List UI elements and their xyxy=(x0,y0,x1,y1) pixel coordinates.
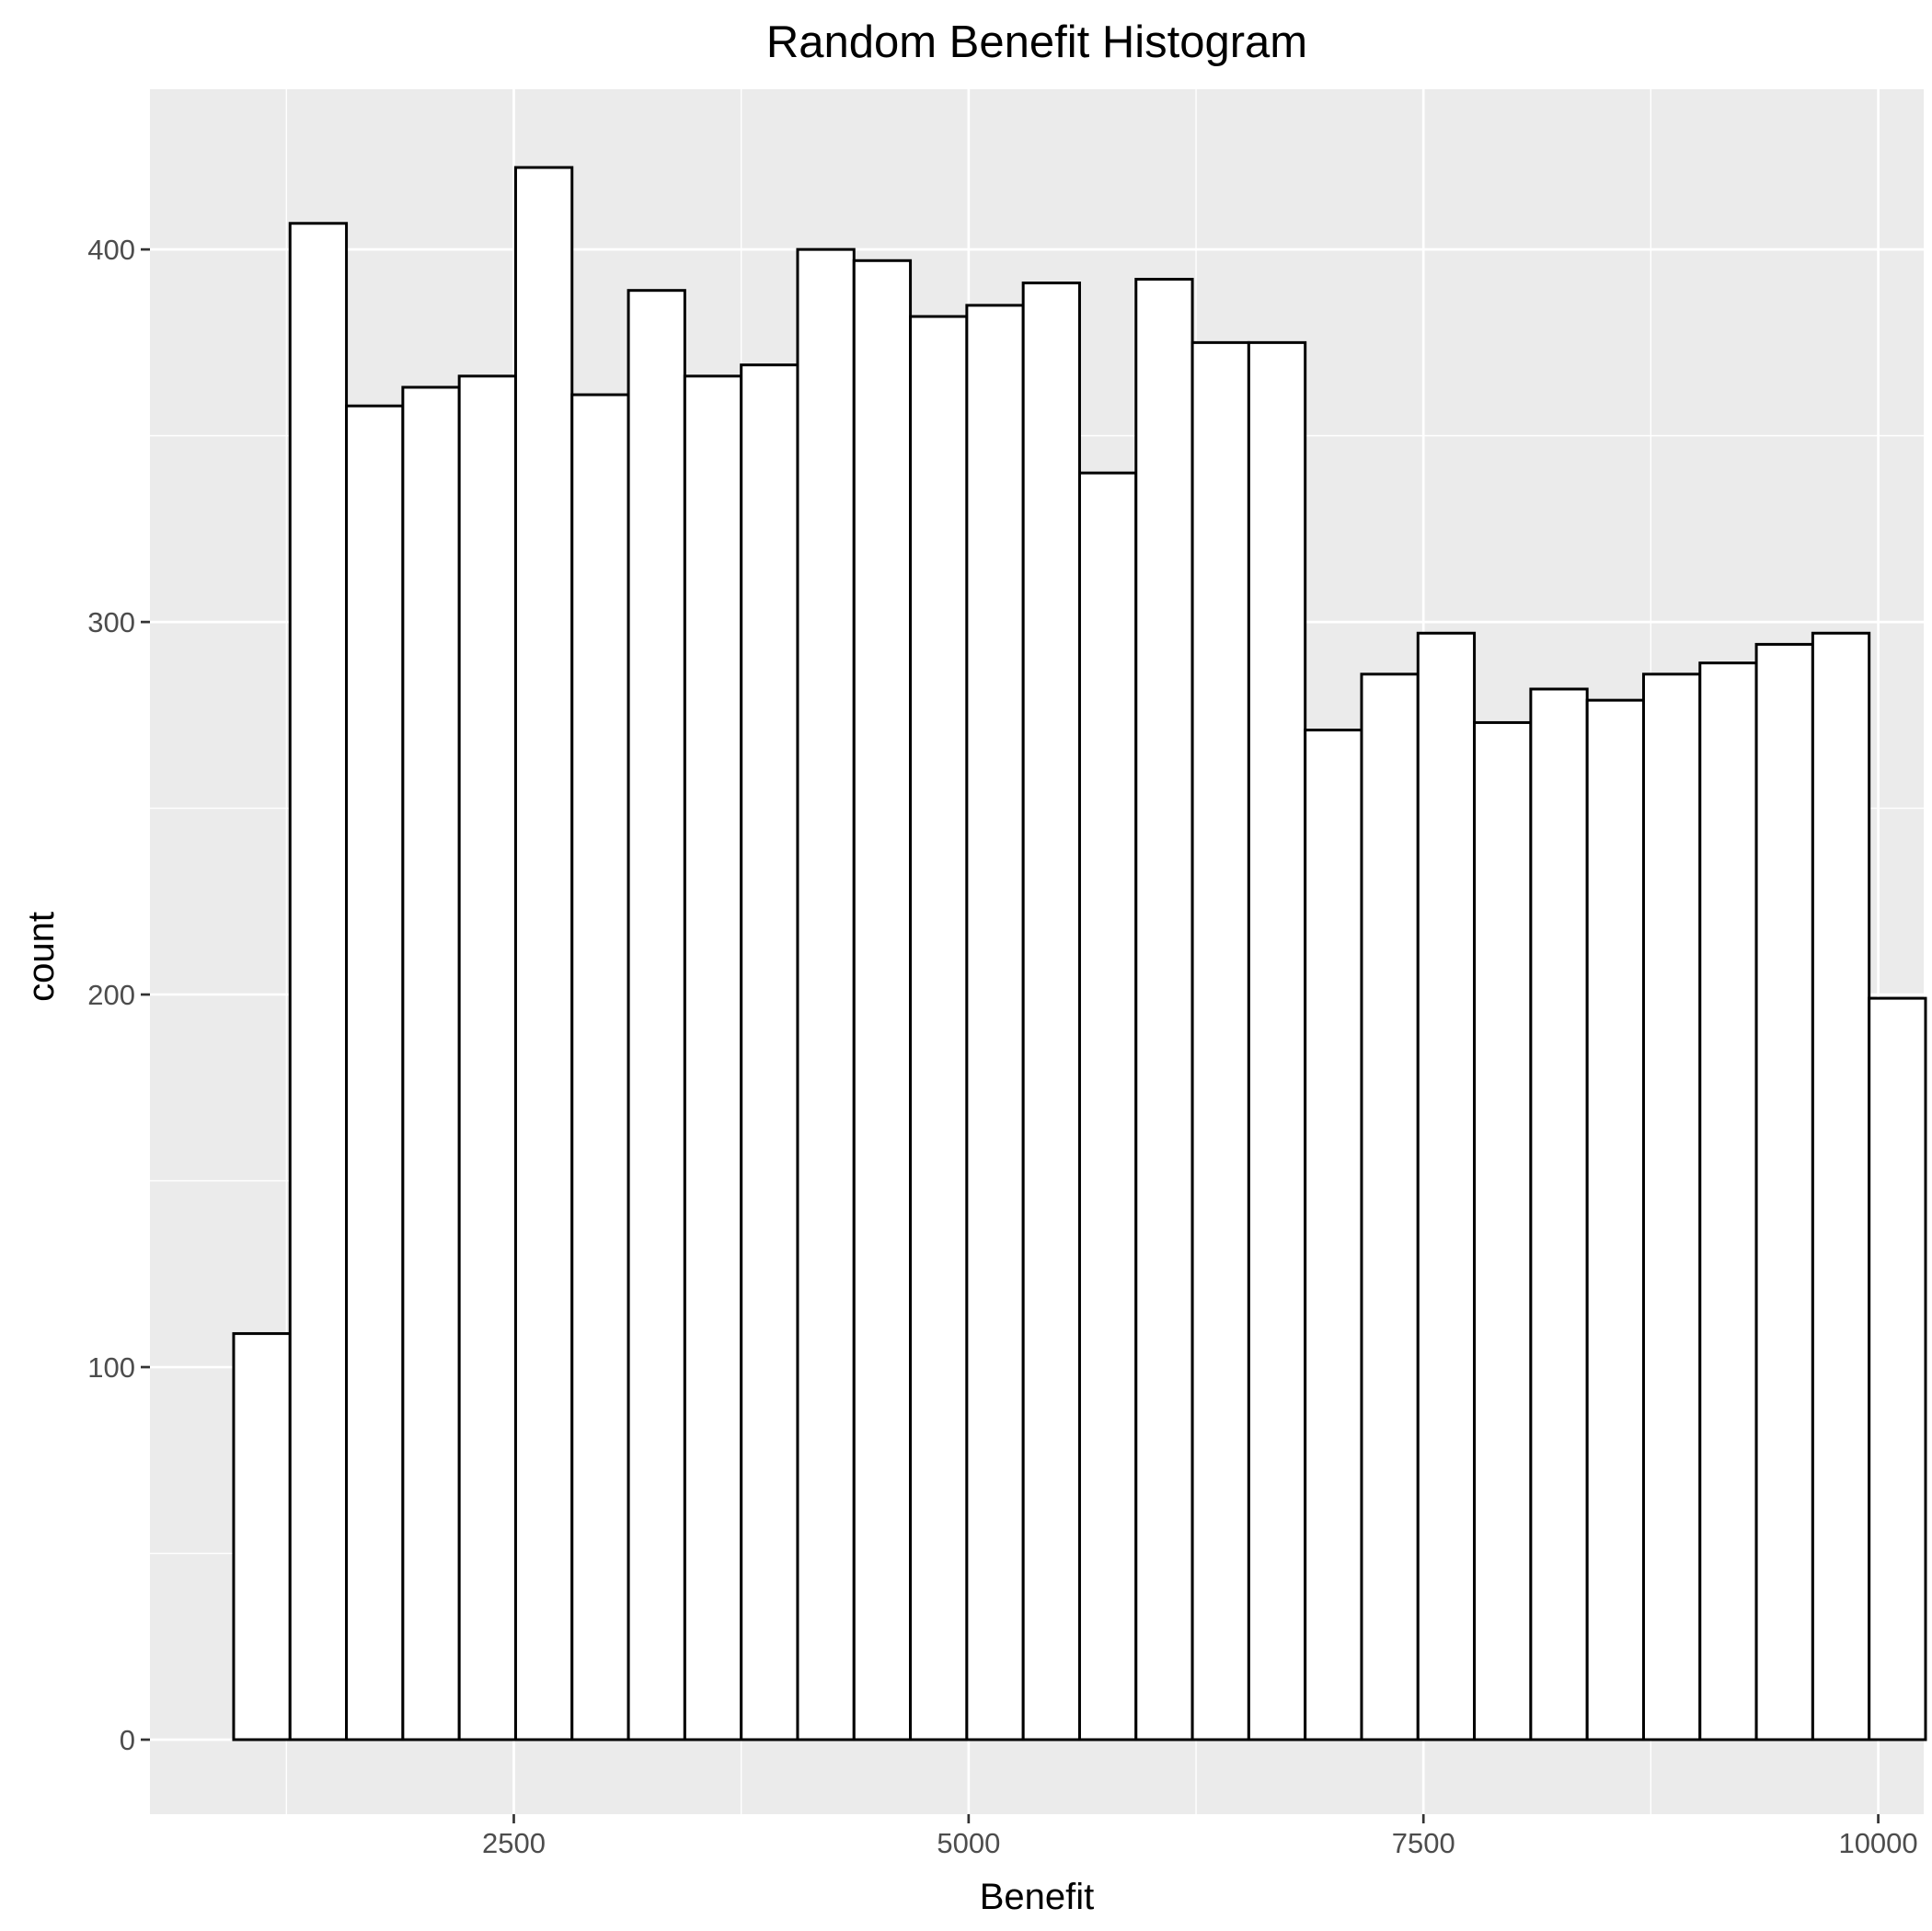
histogram-bar-16 xyxy=(1077,471,1138,1741)
histogram-bar-11 xyxy=(796,247,856,1741)
histogram-bar-19 xyxy=(1247,340,1307,1741)
histogram-bar-15 xyxy=(1021,282,1081,1741)
histogram-bar-13 xyxy=(909,315,969,1741)
histogram-bar-4 xyxy=(401,385,461,1741)
x-axis-title: Benefit xyxy=(980,1877,1095,1917)
histogram-bar-20 xyxy=(1304,729,1363,1741)
x-tick-label: 7500 xyxy=(1392,1827,1455,1859)
histogram-bar-18 xyxy=(1190,340,1250,1741)
histogram-bar-9 xyxy=(683,374,743,1741)
histogram-bar-22 xyxy=(1416,631,1477,1741)
histogram-bar-1 xyxy=(232,1332,292,1741)
histogram-bar-14 xyxy=(965,304,1025,1741)
x-axis: 2500 5000 7500 10000 xyxy=(482,1814,1918,1859)
histogram-bar-8 xyxy=(627,289,686,1741)
x-tick-label: 10000 xyxy=(1838,1827,1917,1859)
y-tick-label: 300 xyxy=(87,606,135,638)
chart-title: Random Benefit Histogram xyxy=(766,17,1307,67)
histogram-bars xyxy=(232,166,1927,1741)
y-tick-label: 100 xyxy=(87,1351,135,1384)
y-tick-label: 200 xyxy=(87,979,135,1011)
y-axis: 0 100 200 300 400 xyxy=(87,234,150,1756)
histogram-bar-12 xyxy=(852,259,913,1741)
histogram-bar-6 xyxy=(513,166,574,1741)
x-tick-label: 2500 xyxy=(482,1827,546,1859)
histogram-bar-26 xyxy=(1641,672,1702,1741)
histogram-bar-10 xyxy=(740,363,799,1741)
histogram-bar-5 xyxy=(457,374,517,1741)
y-tick-label: 400 xyxy=(87,234,135,266)
y-tick-label: 0 xyxy=(120,1724,135,1756)
histogram-bar-17 xyxy=(1134,278,1194,1741)
histogram-bar-28 xyxy=(1754,642,1814,1741)
x-tick-label: 5000 xyxy=(937,1827,1000,1859)
histogram-bar-21 xyxy=(1360,672,1420,1741)
histogram-bar-3 xyxy=(345,404,405,1741)
histogram-bar-30 xyxy=(1868,996,1927,1741)
y-axis-title: count xyxy=(21,912,62,1002)
histogram-bar-7 xyxy=(570,393,630,1741)
histogram-bar-2 xyxy=(288,222,349,1741)
histogram-bar-29 xyxy=(1811,631,1871,1741)
histogram-bar-23 xyxy=(1473,720,1533,1741)
histogram-bar-25 xyxy=(1585,698,1645,1741)
histogram-bar-24 xyxy=(1529,687,1589,1741)
histogram-bar-27 xyxy=(1698,661,1758,1741)
